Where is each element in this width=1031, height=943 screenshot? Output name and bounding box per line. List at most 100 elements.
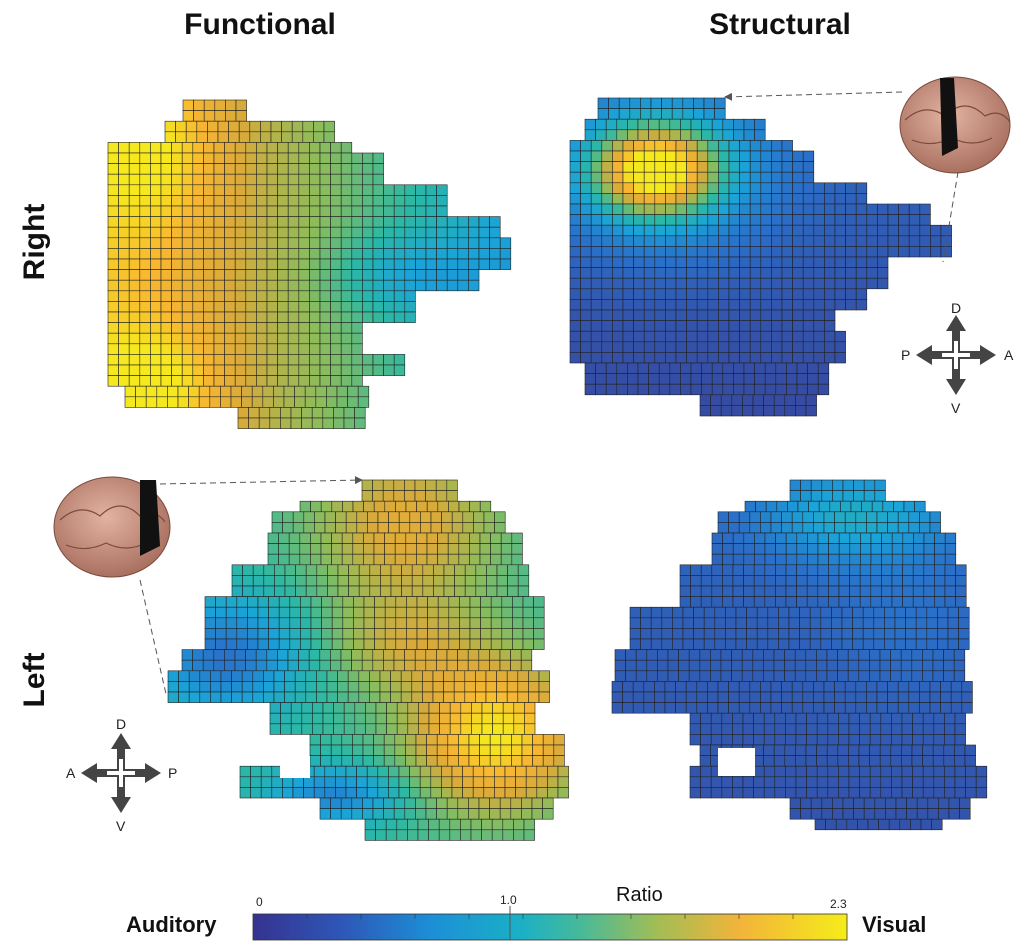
heatmap-cell [895,639,906,650]
heatmap-cell [691,119,702,130]
heatmap-cell [161,174,172,185]
heatmap-cell [729,331,740,342]
heatmap-cell [547,787,558,798]
heatmap-cell [782,331,793,342]
heatmap-cell [856,703,867,714]
heatmap-cell [948,618,959,629]
heatmap-cell [634,299,645,310]
heatmap-cell [644,215,655,226]
heatmap-cell [807,565,818,576]
heatmap-cell [459,533,470,544]
heatmap-cell [806,745,817,756]
heatmap-cell [203,227,214,238]
heatmap-cell [150,185,161,196]
heatmap-cell [687,321,698,332]
heatmap-cell [711,724,722,735]
heatmap-cell [853,628,864,639]
heatmap-cell [708,257,719,268]
heatmap-cell [708,352,719,363]
heatmap-cell [729,193,740,204]
heatmap-cell [140,291,151,302]
heatmap-cell [108,376,119,387]
heatmap-cell [725,639,736,650]
heatmap-cell [711,734,722,745]
heatmap-cell [444,692,455,703]
heatmap-cell [836,819,847,830]
heatmap-cell [750,151,761,162]
heatmap-cell [460,830,471,841]
heatmap-cell [860,777,871,788]
heatmap-cell [193,280,204,291]
heatmap-cell [910,819,921,830]
heatmap-cell [412,692,423,703]
heatmap-cell [649,374,660,385]
heatmap-cell [486,586,497,597]
heatmap-cell [690,724,701,735]
heatmap-cell [793,321,804,332]
heatmap-cell [797,544,808,555]
heatmap-cell [763,650,774,661]
heatmap-cell [397,819,408,830]
heatmap-cell [433,671,444,682]
heatmap-cell [838,660,849,671]
heatmap-cell [955,713,966,724]
heatmap-cell [665,246,676,257]
heatmap-cell [718,522,729,533]
heatmap-cell [715,628,726,639]
heatmap-cell [415,195,426,206]
heatmap-cell [534,607,545,618]
heatmap-cell [524,703,535,714]
heatmap-cell [441,787,452,798]
heatmap-cell [482,703,493,714]
heatmap-cell [470,639,481,650]
heatmap-cell [824,278,835,289]
heatmap-cell [701,565,712,576]
heatmap-cell [385,607,396,618]
heatmap-cell [634,321,645,332]
heatmap-cell [851,501,862,512]
heatmap-cell [718,342,729,353]
heatmap-cell [320,798,331,809]
heatmap-cell [417,628,428,639]
heatmap-cell [493,703,504,714]
heatmap-cell [469,533,480,544]
heatmap-cell [240,787,251,798]
heatmap-cell [344,418,355,429]
heatmap-cell [771,352,782,363]
heatmap-cell [256,280,267,291]
heatmap-cell [320,354,331,365]
heatmap-cell [470,628,481,639]
heatmap-cell [468,270,479,281]
heatmap-cell [670,130,681,141]
heatmap-cell [269,597,280,608]
heatmap-cell [285,575,296,586]
colorbar-low-label: Auditory [126,912,216,938]
heatmap-cell [299,376,310,387]
heatmap-cell [214,365,225,376]
heatmap-cell [267,227,278,238]
heatmap-cell [465,586,476,597]
heatmap-cell [278,227,289,238]
heatmap-cell [761,151,772,162]
heatmap-cell [311,501,322,512]
heatmap-cell [877,204,888,215]
heatmap-cell [289,544,300,555]
heatmap-cell [744,384,755,395]
heatmap-cell [850,597,861,608]
heatmap-cell [638,384,649,395]
heatmap-cell [702,384,713,395]
heatmap-cell [765,544,776,555]
heatmap-cell [687,204,698,215]
heatmap-cell [418,703,429,714]
heatmap-cell [771,310,782,321]
heatmap-cell [235,280,246,291]
heatmap-cell [721,671,732,682]
heatmap-cell [189,386,200,397]
heatmap-cell [712,533,723,544]
heatmap-cell [357,766,368,777]
heatmap-cell [687,236,698,247]
heatmap-cell [838,745,849,756]
heatmap-cell [256,248,267,259]
heatmap-cell [760,703,771,714]
heatmap-cell [744,119,755,130]
